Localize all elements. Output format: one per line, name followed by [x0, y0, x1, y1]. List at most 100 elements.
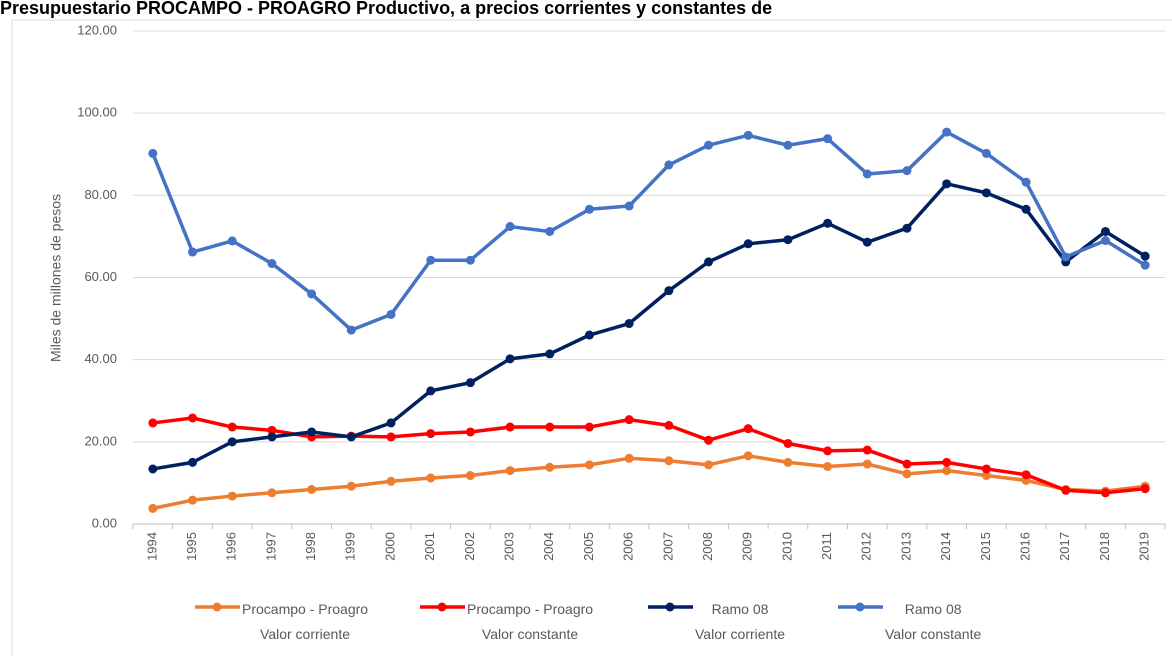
- data-point: [823, 134, 833, 144]
- data-point: [664, 456, 674, 466]
- data-point: [1061, 252, 1071, 262]
- data-point: [704, 435, 714, 445]
- y-axis-label: Miles de millones de pesos: [48, 194, 64, 362]
- data-point: [386, 418, 396, 428]
- x-tick-label: 2016: [1018, 532, 1033, 561]
- data-point: [148, 464, 158, 474]
- data-point: [1140, 484, 1150, 494]
- data-point: [346, 325, 356, 335]
- y-tick-label: 40.00: [84, 351, 117, 366]
- data-point: [465, 471, 475, 481]
- data-point: [664, 420, 674, 430]
- data-point: [426, 429, 436, 439]
- data-point: [1021, 204, 1031, 214]
- y-tick-label: 20.00: [84, 433, 117, 448]
- data-point: [505, 354, 515, 364]
- x-tick-label: 2008: [700, 532, 715, 561]
- data-point: [1140, 251, 1150, 261]
- data-point: [188, 495, 198, 505]
- data-point: [307, 427, 317, 437]
- data-point: [227, 236, 237, 246]
- data-point: [426, 255, 436, 265]
- data-point: [227, 422, 237, 432]
- data-point: [1021, 177, 1031, 187]
- x-tick-label: 2006: [621, 532, 636, 561]
- data-point: [505, 422, 515, 432]
- x-tick-label: 1994: [144, 532, 159, 561]
- data-point: [545, 422, 555, 432]
- data-point: [743, 451, 753, 461]
- x-tick-label: 2001: [422, 532, 437, 561]
- data-point: [783, 457, 793, 467]
- series-line: [152, 454, 1146, 511]
- data-point: [267, 425, 277, 435]
- y-tick-label: 100.00: [77, 105, 117, 120]
- data-point: [267, 488, 277, 498]
- x-tick-label: 2002: [462, 532, 477, 561]
- data-point: [624, 201, 634, 211]
- x-tick-label: 2007: [660, 532, 675, 561]
- legend-label: Ramo 08 Valor corriente: [695, 601, 786, 642]
- data-point: [584, 460, 594, 470]
- data-point: [783, 235, 793, 245]
- data-point: [267, 432, 277, 442]
- x-tick-label: 1996: [224, 532, 239, 561]
- data-point: [1061, 485, 1071, 495]
- data-point: [862, 445, 872, 455]
- legend-swatch-dot: [665, 602, 675, 612]
- x-tick-label: 1998: [303, 532, 318, 561]
- data-point: [862, 237, 872, 247]
- data-point: [981, 148, 991, 158]
- data-point: [465, 378, 475, 388]
- y-tick-label: 120.00: [77, 22, 117, 37]
- data-point: [981, 464, 991, 474]
- data-point: [227, 437, 237, 447]
- data-point: [664, 286, 674, 296]
- x-tick-label: 2004: [541, 532, 556, 561]
- data-point: [1100, 226, 1110, 236]
- data-point: [1100, 236, 1110, 246]
- data-point: [148, 418, 158, 428]
- legend-swatch-dot: [437, 602, 447, 612]
- data-point: [148, 503, 158, 513]
- x-tick-label: 1997: [263, 532, 278, 561]
- data-point: [426, 386, 436, 396]
- legend-swatch-dot: [855, 602, 865, 612]
- data-point: [743, 130, 753, 140]
- legend-label: Procampo - Proagro Valor constante: [467, 601, 594, 642]
- data-point: [704, 257, 714, 267]
- x-tick-label: 2010: [779, 532, 794, 561]
- legend-label: Procampo - Proagro Valor corriente: [242, 601, 369, 642]
- data-point: [704, 460, 714, 470]
- data-point: [942, 466, 952, 476]
- data-point: [664, 160, 674, 170]
- data-point: [227, 491, 237, 501]
- data-point: [584, 422, 594, 432]
- data-point: [545, 462, 555, 472]
- data-point: [188, 413, 198, 423]
- data-point: [188, 247, 198, 257]
- data-point: [267, 259, 277, 269]
- data-point: [624, 453, 634, 463]
- data-point: [704, 140, 714, 150]
- x-tick-label: 2009: [740, 532, 755, 561]
- data-point: [307, 484, 317, 494]
- data-point: [148, 148, 158, 158]
- data-point: [981, 471, 991, 481]
- data-point: [1140, 260, 1150, 270]
- data-point: [862, 169, 872, 179]
- y-tick-label: 60.00: [84, 269, 117, 284]
- data-point: [1021, 470, 1031, 480]
- data-point: [942, 179, 952, 189]
- chart-frame: [11, 19, 1172, 656]
- data-point: [1100, 488, 1110, 498]
- data-point: [545, 226, 555, 236]
- data-point: [902, 223, 912, 233]
- data-point: [942, 127, 952, 137]
- data-point: [624, 319, 634, 329]
- data-point: [862, 459, 872, 469]
- series-line: [151, 130, 1147, 332]
- data-point: [743, 424, 753, 434]
- x-tick-label: 2019: [1137, 532, 1152, 561]
